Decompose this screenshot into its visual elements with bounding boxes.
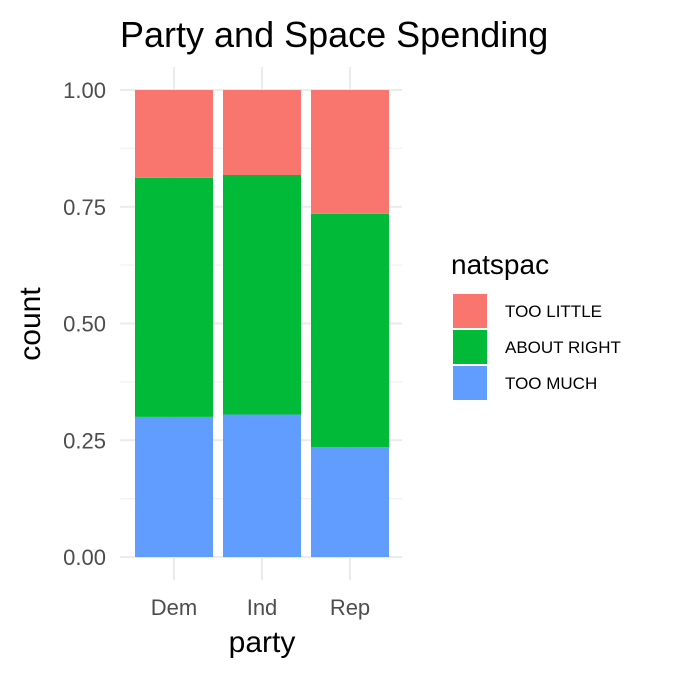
legend-label: ABOUT RIGHT bbox=[505, 338, 621, 357]
x-axis-ticks: Dem Ind Rep bbox=[151, 595, 370, 620]
legend-label: TOO LITTLE bbox=[505, 302, 602, 321]
bar-segment bbox=[135, 177, 213, 417]
y-tick-label: 0.75 bbox=[63, 195, 106, 220]
legend-items: TOO LITTLE ABOUT RIGHT TOO MUCH bbox=[453, 294, 621, 400]
x-axis-title: party bbox=[229, 626, 296, 659]
bar-segment bbox=[223, 174, 301, 415]
bar-segment bbox=[311, 213, 389, 448]
legend-swatch bbox=[453, 294, 487, 328]
legend-swatch bbox=[453, 366, 487, 400]
legend-swatch bbox=[453, 330, 487, 364]
legend-title: natspac bbox=[451, 249, 549, 280]
bar-segment bbox=[135, 416, 213, 557]
y-tick-label: 0.00 bbox=[63, 545, 106, 570]
x-tick-label: Ind bbox=[247, 595, 278, 620]
bar-segment bbox=[311, 90, 389, 214]
legend: natspac TOO LITTLE ABOUT RIGHT TOO MUCH bbox=[451, 249, 621, 400]
y-axis-title: count bbox=[14, 287, 47, 361]
chart-title: Party and Space Spending bbox=[120, 14, 548, 55]
bar-segment bbox=[135, 90, 213, 178]
x-tick-label: Dem bbox=[151, 595, 197, 620]
bar-segment bbox=[223, 90, 301, 175]
y-axis-ticks: 0.00 0.25 0.50 0.75 1.00 bbox=[63, 78, 106, 570]
bar-segment bbox=[223, 414, 301, 557]
legend-label: TOO MUCH bbox=[505, 374, 597, 393]
bar-segment bbox=[311, 447, 389, 557]
y-tick-label: 0.25 bbox=[63, 428, 106, 453]
x-tick-label: Rep bbox=[330, 595, 370, 620]
y-tick-label: 1.00 bbox=[63, 78, 106, 103]
y-tick-label: 0.50 bbox=[63, 312, 106, 337]
bar-segments bbox=[135, 90, 389, 557]
